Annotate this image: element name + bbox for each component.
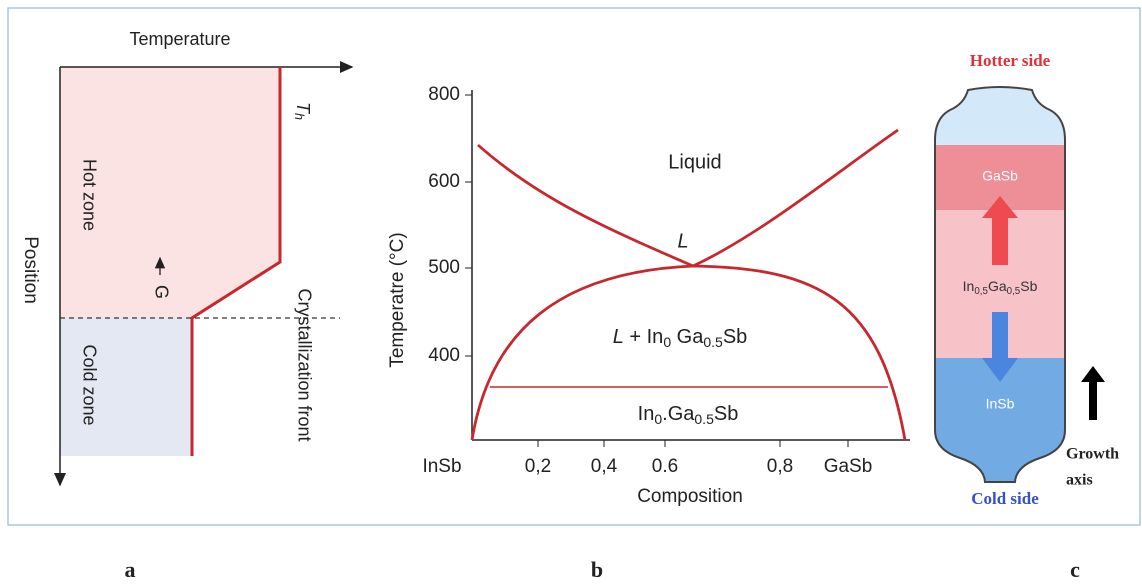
th-label: Th	[292, 102, 314, 120]
x-tick-label: 0,4	[591, 456, 618, 477]
text-part: L	[613, 326, 624, 348]
zone-label: Hot zone	[79, 159, 99, 231]
th-main: T	[293, 102, 313, 115]
gradient-label: G	[151, 285, 171, 299]
text-part: In	[963, 278, 975, 294]
cold-zone-area	[60, 318, 192, 456]
y-tick-label: 800	[428, 84, 460, 105]
ampoule	[934, 86, 1066, 483]
caption: a	[125, 557, 136, 582]
text-part: 0,5	[974, 286, 988, 297]
solidus	[470, 264, 907, 441]
th-sub: h	[292, 113, 306, 120]
caption: b	[591, 557, 603, 582]
down-arrow	[982, 312, 1018, 382]
panel-c: Hotter side GaSb In0,5Ga0,5Sb InSb Cold …	[934, 51, 1119, 508]
text-part: 0.5	[703, 334, 723, 350]
text-part: 0	[654, 411, 662, 427]
panel-b: 800 600 500 400 InSb 0,2 0,4 0.6 0,8 GaS…	[387, 84, 910, 507]
figure-border	[7, 7, 1141, 526]
axis-label: Composition	[637, 486, 743, 507]
layer-label: InSb	[986, 396, 1015, 412]
region-label: Liquid	[668, 151, 721, 173]
layer	[935, 87, 1065, 145]
x-tick-label: 0,2	[525, 456, 551, 477]
text-part: In	[638, 403, 655, 425]
panel-a: Temperature Position Th Hot zone Cold zo…	[20, 29, 354, 487]
text-part: 0	[663, 334, 671, 350]
text-part: 0,5	[1007, 286, 1021, 297]
text-part: Sb	[714, 403, 738, 425]
zone-label: Cold zone	[79, 344, 99, 425]
caption: c	[1070, 557, 1080, 582]
growth-label: axis	[1066, 472, 1093, 489]
text-part: Sb	[723, 326, 747, 348]
text-part: + In	[624, 326, 663, 348]
region-label: L	[677, 230, 688, 252]
region-label: In0.Ga0.5Sb	[638, 403, 739, 426]
y-tick-label: 400	[428, 345, 460, 366]
text-part: Ga	[988, 278, 1007, 294]
text-part: Sb	[1020, 278, 1037, 294]
hot-zone-area	[60, 67, 280, 318]
temperature-profile	[190, 67, 282, 456]
axis-label: Temperatre (°C)	[387, 232, 408, 367]
axis-label: Temperature	[129, 29, 230, 49]
text-part: 0.5	[694, 411, 714, 427]
up-arrow	[982, 196, 1018, 265]
axis-label: Position	[20, 236, 41, 304]
text-part: Ga	[671, 326, 704, 348]
x-tick-label: 0,8	[767, 456, 793, 477]
side-label: Cold side	[971, 489, 1039, 508]
x-tick-label: 0.6	[652, 456, 678, 477]
front-label: Crystallization front	[294, 288, 314, 441]
layer-label: In0,5Ga0,5Sb	[963, 278, 1038, 297]
side-label: Hotter side	[970, 51, 1051, 70]
y-tick-label: 500	[428, 257, 460, 278]
layer-label: GaSb	[982, 168, 1018, 184]
growth-arrow	[1081, 366, 1105, 420]
y-tick-label: 600	[428, 171, 460, 192]
x-tick-label: InSb	[422, 456, 461, 477]
x-tick-label: GaSb	[824, 456, 873, 477]
growth-label: Growth	[1066, 446, 1119, 463]
text-part: .Ga	[662, 403, 695, 425]
region-label: L + In0 Ga0.5Sb	[613, 326, 748, 349]
